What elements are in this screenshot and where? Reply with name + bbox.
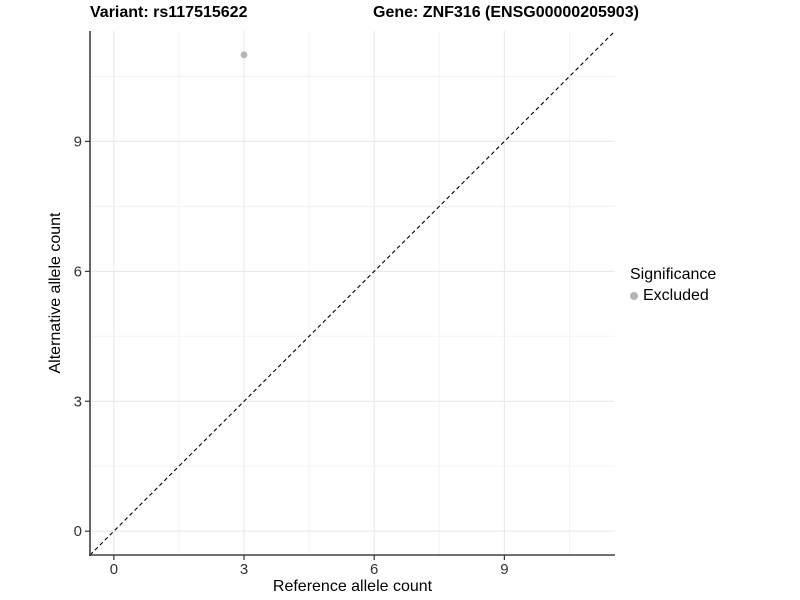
x-tick-label: 0 (110, 561, 118, 578)
x-tick-label: 3 (240, 561, 248, 578)
gene-title: Gene: ZNF316 (ENSG00000205903) (373, 4, 639, 21)
legend: Significance Excluded (630, 266, 798, 305)
x-tick-label: 9 (500, 561, 508, 578)
identity-dashed-line (89, 30, 616, 556)
legend-title: Significance (630, 266, 717, 283)
legend-item-excluded: Excluded (630, 287, 798, 305)
x-axis-title: Reference allele count (272, 578, 433, 595)
legend-circle-marker-icon (630, 292, 638, 300)
variant-title: Variant: rs117515622 (90, 4, 248, 21)
y-tick-label: 0 (74, 523, 82, 540)
y-tick-label: 3 (74, 393, 82, 410)
data-point (240, 51, 248, 59)
y-axis-title: Alternative allele count (47, 212, 64, 374)
legend-item-label: Excluded (643, 287, 709, 304)
y-tick-label: 6 (74, 263, 82, 280)
y-tick-label: 9 (74, 133, 82, 150)
x-tick-label: 6 (370, 561, 378, 578)
